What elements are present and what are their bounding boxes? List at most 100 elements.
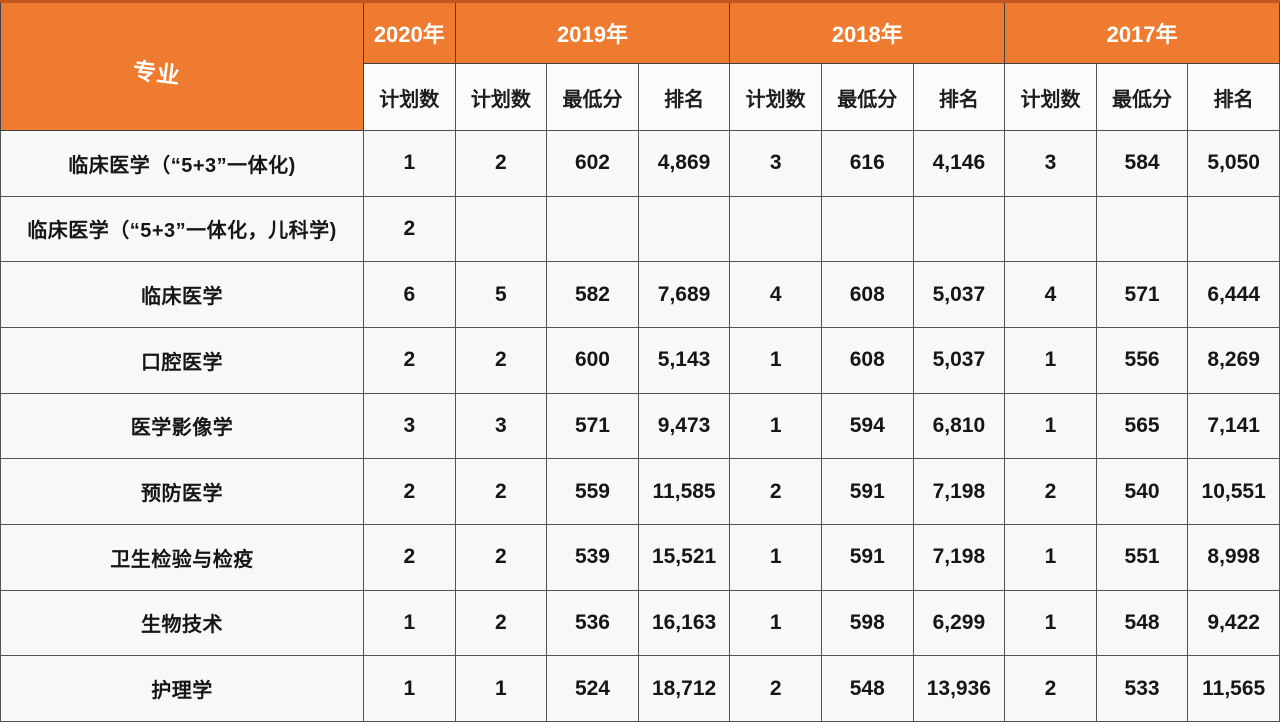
table-row: 卫生检验与检疫 2 2 539 15,521 1 591 7,198 1 551… — [0, 523, 1280, 591]
value-cell: 571 — [1095, 261, 1189, 328]
value-cell: 2 — [454, 523, 548, 591]
value-cell: 7,141 — [1187, 392, 1280, 460]
major-column-label: 专业 — [131, 56, 183, 89]
value-cell: 2 — [1004, 458, 1097, 525]
value-cell: 1 — [1004, 523, 1097, 591]
value-cell — [1095, 195, 1189, 263]
value-cell: 1 — [363, 589, 456, 657]
value-cell: 559 — [546, 458, 639, 525]
year-header-2020: 2020年 — [363, 1, 456, 64]
value-cell: 6,444 — [1187, 261, 1280, 328]
table-row: 口腔医学 2 2 600 5,143 1 608 5,037 1 556 8,2… — [0, 326, 1280, 394]
value-cell: 5 — [454, 261, 548, 328]
value-cell: 1 — [454, 655, 548, 722]
value-cell: 3 — [363, 392, 456, 460]
major-name-cell: 护理学 — [0, 655, 364, 722]
table-row: 临床医学（“5+3”一体化，儿科学) 2 — [0, 195, 1280, 263]
value-cell: 1 — [729, 589, 822, 657]
subheader-planned-2020: 计划数 — [363, 63, 456, 131]
value-cell: 15,521 — [637, 523, 731, 591]
value-cell: 591 — [820, 458, 914, 525]
value-cell — [912, 195, 1006, 263]
value-cell: 11,585 — [637, 458, 731, 525]
value-cell: 11,565 — [1187, 655, 1280, 722]
year-header-2019: 2019年 — [454, 1, 731, 64]
value-cell: 608 — [820, 261, 914, 328]
value-cell: 1 — [729, 392, 822, 460]
value-cell: 600 — [546, 326, 639, 394]
value-cell: 3 — [1004, 130, 1097, 197]
year-header-row: 专业 2020年 2019年 2018年 2017年 — [0, 1, 1280, 131]
value-cell: 7,198 — [912, 458, 1006, 525]
value-cell: 3 — [454, 392, 548, 460]
value-cell: 616 — [820, 130, 914, 197]
value-cell: 548 — [820, 655, 914, 722]
value-cell: 1 — [1004, 326, 1097, 394]
value-cell: 7,198 — [912, 523, 1006, 591]
value-cell: 548 — [1095, 589, 1189, 657]
value-cell: 2 — [363, 523, 456, 591]
value-cell: 1 — [363, 655, 456, 722]
year-header-2017: 2017年 — [1004, 1, 1280, 64]
subheader-min-score-2018: 最低分 — [820, 63, 914, 131]
value-cell: 594 — [820, 392, 914, 460]
year-header-2018: 2018年 — [729, 1, 1006, 64]
table-row: 生物技术 1 2 536 16,163 1 598 6,299 1 548 9,… — [0, 589, 1280, 657]
value-cell: 2 — [454, 130, 548, 197]
value-cell: 9,422 — [1187, 589, 1280, 657]
value-cell — [1004, 195, 1097, 263]
value-cell: 565 — [1095, 392, 1189, 460]
value-cell: 4 — [1004, 261, 1097, 328]
value-cell: 8,998 — [1187, 523, 1280, 591]
value-cell: 524 — [546, 655, 639, 722]
sub-header-row: 计划数 计划数 最低分 排名 计划数 最低分 排名 计划数 最低分 排名 — [1, 63, 1280, 131]
major-name-cell: 临床医学 — [0, 261, 364, 328]
value-cell: 540 — [1095, 458, 1189, 525]
table-row: 护理学 1 1 524 18,712 2 548 13,936 2 533 11… — [0, 655, 1280, 722]
value-cell: 5,050 — [1187, 130, 1280, 197]
major-name-cell: 卫生检验与检疫 — [0, 523, 364, 591]
subheader-rank-2018: 排名 — [912, 63, 1006, 131]
value-cell: 1 — [363, 130, 456, 197]
value-cell: 9,473 — [637, 392, 731, 460]
value-cell: 571 — [546, 392, 639, 460]
value-cell: 584 — [1095, 130, 1189, 197]
table-row: 临床医学 6 5 582 7,689 4 608 5,037 4 571 6,4… — [0, 261, 1280, 328]
value-cell: 16,163 — [637, 589, 731, 657]
value-cell: 4 — [729, 261, 822, 328]
value-cell: 2 — [363, 458, 456, 525]
value-cell: 2 — [454, 589, 548, 657]
value-cell: 5,143 — [637, 326, 731, 394]
major-name-cell: 预防医学 — [0, 458, 364, 525]
value-cell: 591 — [820, 523, 914, 591]
value-cell: 1 — [729, 523, 822, 591]
value-cell: 6,299 — [912, 589, 1006, 657]
subheader-rank-2019: 排名 — [637, 63, 731, 131]
value-cell: 608 — [820, 326, 914, 394]
major-name-cell: 生物技术 — [0, 589, 364, 657]
value-cell — [637, 195, 731, 263]
major-name-cell: 临床医学（“5+3”一体化) — [0, 130, 364, 197]
value-cell: 5,037 — [912, 326, 1006, 394]
value-cell: 1 — [729, 326, 822, 394]
value-cell: 6 — [363, 261, 456, 328]
value-cell: 602 — [546, 130, 639, 197]
value-cell: 6,810 — [912, 392, 1006, 460]
value-cell: 2 — [1004, 655, 1097, 722]
subheader-rank-2017: 排名 — [1187, 63, 1280, 131]
value-cell: 598 — [820, 589, 914, 657]
value-cell: 2 — [729, 458, 822, 525]
value-cell: 1 — [1004, 589, 1097, 657]
value-cell — [820, 195, 914, 263]
subheader-planned-2017: 计划数 — [1004, 63, 1097, 131]
value-cell — [729, 195, 822, 263]
value-cell: 10,551 — [1187, 458, 1280, 525]
value-cell: 5,037 — [912, 261, 1006, 328]
value-cell: 2 — [454, 326, 548, 394]
value-cell: 536 — [546, 589, 639, 657]
table-row: 预防医学 2 2 559 11,585 2 591 7,198 2 540 10… — [0, 458, 1280, 525]
subheader-planned-2018: 计划数 — [729, 63, 822, 131]
value-cell: 2 — [363, 326, 456, 394]
value-cell — [1187, 195, 1280, 263]
